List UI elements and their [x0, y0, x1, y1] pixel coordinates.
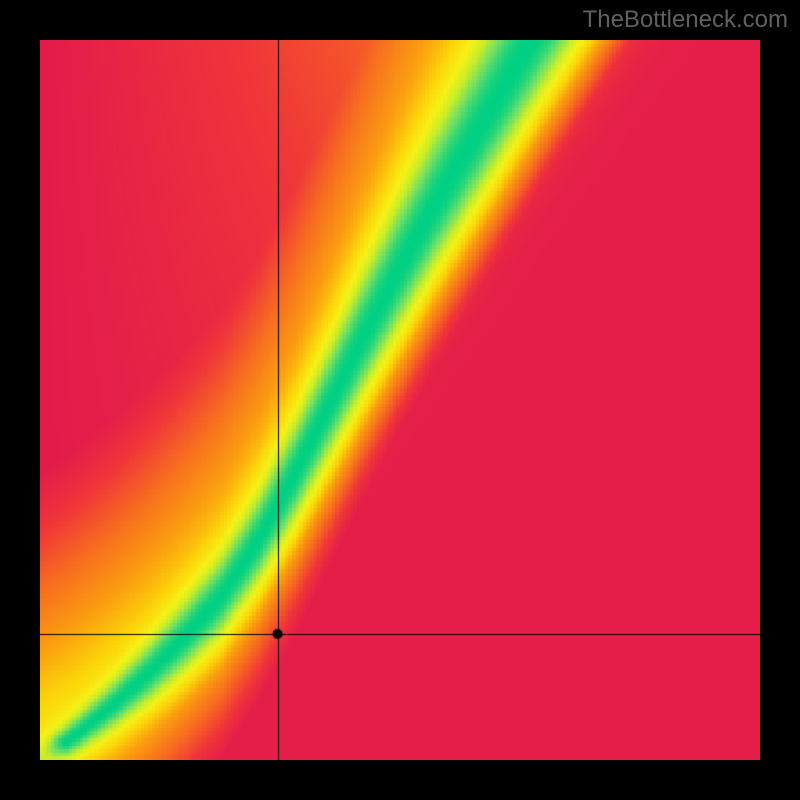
bottleneck-heatmap [40, 40, 760, 760]
watermark-text: TheBottleneck.com [583, 6, 788, 34]
